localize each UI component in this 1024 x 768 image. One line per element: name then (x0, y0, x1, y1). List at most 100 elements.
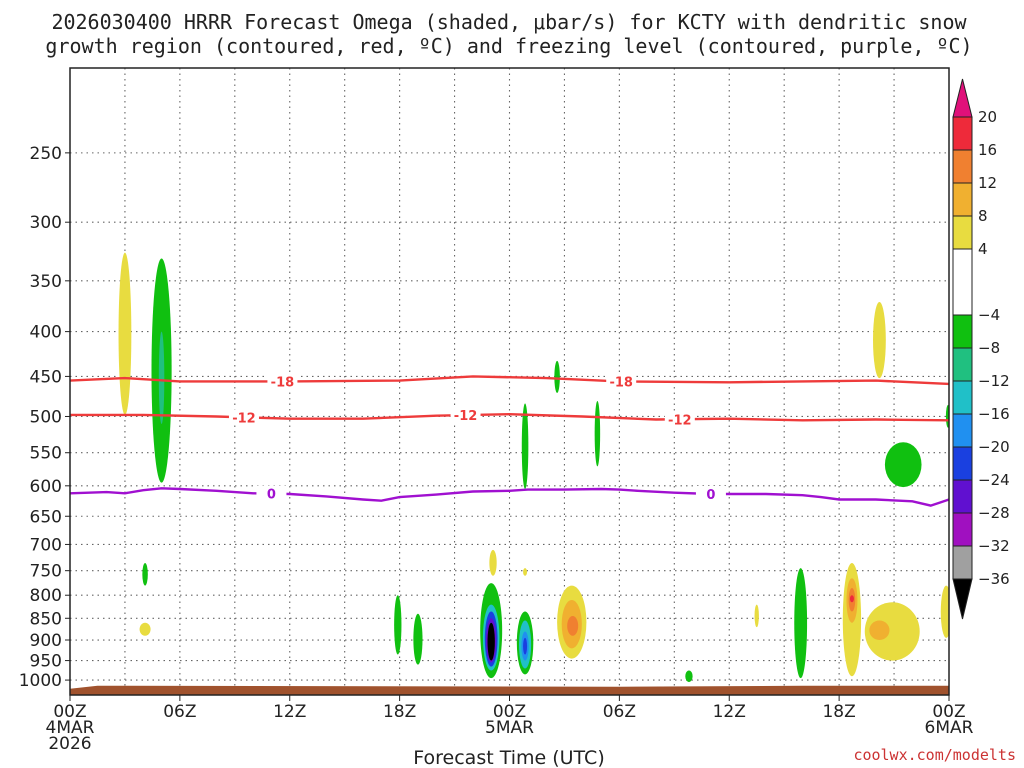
omega-region-sink-0501-01z-upper (521, 403, 529, 489)
colorbar-bin--4-to-4 (952, 248, 973, 316)
colorbar-tick--24: −24 (978, 471, 1010, 489)
contour-label-dgz-minus12-0: -12 (232, 411, 256, 426)
colorbar-bin--12-to--8 (952, 347, 973, 382)
colorbar-tick--36: −36 (978, 570, 1010, 588)
omega-region-sink-0502-02z-upper (554, 360, 560, 393)
omega-region-rise-0521-21z (864, 602, 920, 661)
y-tick-label-950: 950 (30, 652, 62, 672)
colorbar-tick--12: −12 (978, 372, 1010, 390)
colorbar-bin-8-to-12 (952, 182, 973, 217)
colorbar-tick-4: 4 (978, 240, 988, 258)
contour-line-freezing-level (70, 487, 949, 507)
omega-region-sink-0510-10z (685, 670, 693, 682)
omega-regions (118, 252, 949, 682)
omega-region-sink-0505-05z-upper (594, 400, 601, 467)
colorbar-bin--8-to--4 (952, 314, 973, 349)
x-tick-label-4-0: 00Z (493, 702, 526, 722)
y-tick-label-650: 650 (30, 507, 62, 527)
omega-region-sink-0418-18z (394, 595, 402, 655)
y-tick-label-800: 800 (30, 586, 62, 606)
y-tick-label-500: 500 (30, 407, 62, 427)
omega-region-rise-0521-21z-core (869, 620, 890, 641)
x-tick-label-0-2: 2026 (48, 734, 91, 754)
contour-label-bg (256, 485, 287, 502)
y-tick-label-600: 600 (30, 477, 62, 497)
colorbar-bin--16-to--12 (952, 380, 973, 415)
x-tick-label-0-1: 4MAR (46, 718, 95, 738)
omega-region-rise-0513-13z (754, 604, 759, 628)
y-tick-label-450: 450 (30, 367, 62, 387)
y-tick-label-250: 250 (30, 144, 62, 164)
omega-region-rise-0501-01z-dot (523, 568, 528, 576)
colorbar-tick-20: 20 (978, 108, 997, 126)
contour-label-freezing-level-1: 0 (706, 488, 715, 503)
ground-layer (70, 685, 949, 695)
colorbar-bin--36-to--32 (952, 545, 973, 580)
contour-line-dgz-minus12 (70, 412, 949, 422)
y-tick-label-1000: 1000 (19, 671, 62, 691)
colorbar-bin--32-to--28 (952, 512, 973, 547)
colorbar-bin--24-to--20 (952, 446, 973, 481)
colorbar-tick--8: −8 (978, 339, 1000, 357)
contour-label-dgz-minus12-1: -12 (454, 409, 478, 424)
y-tick-label-550: 550 (30, 444, 62, 464)
colorbar-tick-12: 12 (978, 174, 997, 192)
x-tick-label-6-0: 12Z (713, 702, 746, 722)
contour-line-dgz-minus18 (70, 375, 949, 386)
omega-region-rise-0503-03z-core2 (567, 616, 579, 636)
chart-title-line-2: growth region (contoured, red, ºC) and f… (45, 34, 972, 58)
contour-label-dgz-minus18-1: -18 (609, 375, 633, 390)
credit-text: coolwx.com/modelts (853, 746, 1016, 764)
x-tick-label-3-0: 18Z (383, 702, 416, 722)
contour-label-bg (267, 373, 298, 390)
omega-region-sink-0400-04z-low (142, 562, 148, 586)
omega-region-rise-0400-03z (118, 252, 132, 415)
colorbar-top-arrow (952, 78, 973, 118)
colorbar-tick--16: −16 (978, 405, 1010, 423)
y-tick-label-300: 300 (30, 213, 62, 233)
omega-region-sink-0501-01z-core3 (523, 637, 528, 655)
y-tick-label-850: 850 (30, 609, 62, 629)
colorbar-tick--28: −28 (978, 504, 1010, 522)
omega-region-rise-0400-04z-low (139, 622, 151, 636)
x-tick-label-7-0: 18Z (822, 702, 855, 722)
chart-title-line-1: 2026030400 HRRR Forecast Omega (shaded, … (51, 10, 967, 34)
omega-region-rise-0518-19z-core3 (849, 595, 854, 603)
contour-label-dgz-minus18-0: -18 (271, 375, 295, 390)
y-tick-label-750: 750 (30, 562, 62, 582)
omega-region-sink-0524-00z-upper (945, 404, 949, 428)
contour-label-bg (606, 373, 637, 390)
colorbar-tick-8: 8 (978, 207, 988, 225)
pressure-axis: 2503003504004505005506006507007508008509… (19, 144, 70, 691)
colorbar-tick-16: 16 (978, 141, 997, 159)
omega-region-rise-0524-00z (940, 585, 949, 638)
omega-region-sink-0523-23z-core4 (487, 622, 495, 661)
omega-region-sink-0521-21z (884, 442, 922, 488)
x-tick-label-4-1: 5MAR (485, 718, 534, 738)
omega-region-rise-0522-23z-upper (489, 549, 497, 576)
y-tick-label-900: 900 (30, 631, 62, 651)
contour-label-bg (664, 411, 695, 428)
temperature-contours: -18 -18 -12 -12 -12 0 0 (70, 373, 949, 507)
colorbar-bin-16-to-20 (952, 116, 973, 151)
y-tick-label-400: 400 (30, 323, 62, 343)
omega-region-rise-0520-20z-upper (873, 301, 886, 379)
colorbar-tick--20: −20 (978, 438, 1010, 456)
colorbar: 20 16 12 8 4 −4 −8 −12 −16 −20 −24 −28 −32 −36 (952, 78, 1010, 620)
omega-region-sink-0419-20z (413, 613, 423, 665)
colorbar-bin-4-to-8 (952, 215, 973, 250)
contour-label-freezing-level-0: 0 (267, 488, 276, 503)
omega-region-sink-0400-05z-core (158, 331, 165, 425)
ground-surface (70, 685, 949, 695)
contour-label-bg (450, 407, 481, 424)
colorbar-bottom-arrow (952, 578, 973, 620)
y-tick-label-350: 350 (30, 272, 62, 292)
x-tick-label-1-0: 06Z (163, 702, 196, 722)
x-tick-label-5-0: 06Z (603, 702, 636, 722)
contour-label-bg (695, 485, 726, 502)
x-tick-label-8-0: 00Z (932, 702, 965, 722)
colorbar-bin--20-to--16 (952, 413, 973, 448)
contour-label-bg (228, 409, 259, 426)
contour-label-dgz-minus12-2: -12 (668, 413, 692, 428)
